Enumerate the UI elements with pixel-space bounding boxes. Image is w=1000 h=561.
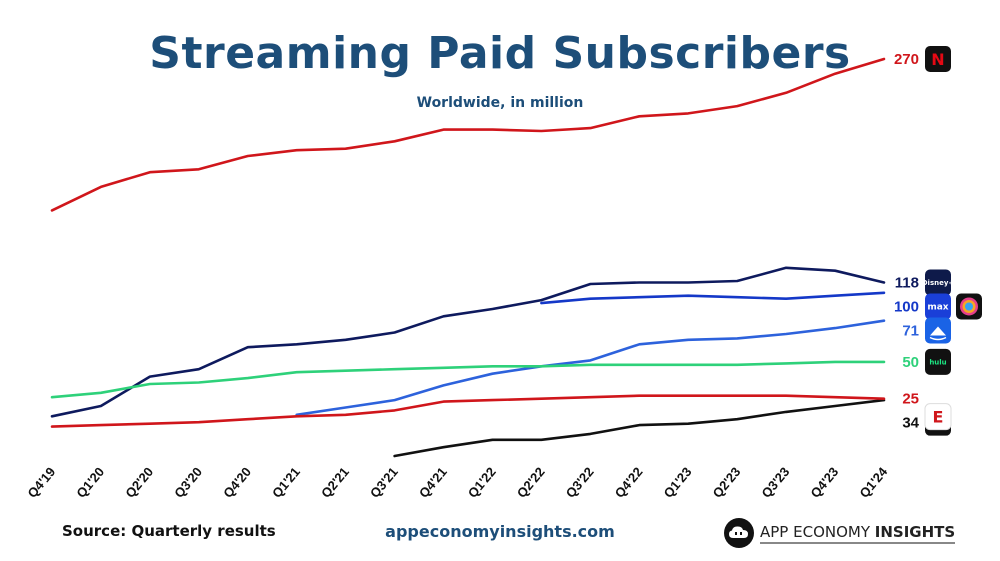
source-note: Source: Quarterly results bbox=[62, 522, 276, 540]
svg-text:hulu: hulu bbox=[929, 358, 946, 366]
max-logo-icon: max bbox=[925, 293, 951, 320]
series-line-50 bbox=[50, 360, 886, 399]
svg-text:N: N bbox=[931, 50, 944, 69]
x-tick-label: Q3'22 bbox=[563, 464, 597, 500]
brand-logo: APP ECONOMY INSIGHTS bbox=[724, 518, 956, 548]
x-tick-label: Q2'20 bbox=[122, 464, 156, 500]
series-line-71 bbox=[295, 319, 886, 417]
svg-text:E: E bbox=[933, 407, 944, 426]
chart-subtitle: Worldwide, in million bbox=[416, 95, 584, 111]
x-tick-label: Q3'21 bbox=[367, 464, 401, 500]
paramount-plus-logo-icon bbox=[925, 317, 951, 344]
end-label-118: 118 bbox=[895, 274, 919, 291]
end-label-34: 34 bbox=[902, 415, 919, 432]
netflix-logo-icon: N bbox=[925, 46, 951, 72]
series-line-270 bbox=[50, 57, 886, 212]
x-tick-label: Q4'23 bbox=[807, 464, 841, 500]
brand-name: APP ECONOMY INSIGHTS bbox=[760, 523, 956, 544]
chart-title: Streaming Paid Subscribers bbox=[149, 28, 851, 79]
x-tick-label: Q4'19 bbox=[24, 464, 58, 500]
end-label-100: 100 bbox=[894, 298, 919, 315]
svg-text:max: max bbox=[927, 303, 948, 313]
series-line-118 bbox=[50, 266, 886, 418]
hulu-logo-icon: hulu bbox=[925, 348, 951, 375]
x-axis-ticks: Q4'19 Q1'20 Q2'20 Q3'20 Q4'20 Q1'21 Q2'21 Q3'21… bbox=[24, 464, 890, 501]
end-label-50: 50 bbox=[902, 354, 919, 371]
x-tick-label: Q1'24 bbox=[856, 464, 890, 501]
series-line-34 bbox=[393, 398, 886, 458]
x-tick-label: Q4'21 bbox=[416, 464, 450, 500]
series-line-25 bbox=[50, 394, 886, 428]
x-tick-label: Q3'20 bbox=[171, 464, 205, 500]
x-tick-label: Q1'23 bbox=[661, 464, 695, 500]
peacock-logo-icon bbox=[956, 293, 982, 320]
brand-cloud-icon bbox=[724, 518, 754, 548]
espn-logo-icon: E bbox=[924, 403, 952, 431]
x-tick-label: Q1'21 bbox=[269, 464, 303, 500]
x-tick-label: Q2'23 bbox=[710, 464, 744, 500]
end-labels: 270 118 100 71 50 34 25 bbox=[894, 51, 920, 432]
website-link[interactable]: appeconomyinsights.com bbox=[385, 522, 615, 541]
x-tick-label: Q3'23 bbox=[758, 464, 792, 500]
end-label-270: 270 bbox=[894, 51, 919, 68]
x-tick-label: Q1'20 bbox=[73, 464, 107, 500]
end-label-71: 71 bbox=[902, 322, 919, 339]
series-line-100 bbox=[540, 291, 886, 305]
disney-plus-logo-icon: Disney+ bbox=[922, 269, 955, 296]
series-layer bbox=[50, 57, 886, 458]
end-label-25: 25 bbox=[902, 391, 919, 408]
x-tick-label: Q2'21 bbox=[318, 464, 352, 500]
x-tick-label: Q1'22 bbox=[465, 464, 499, 500]
x-tick-label: Q4'22 bbox=[612, 464, 646, 500]
svg-text:Disney+: Disney+ bbox=[922, 279, 955, 287]
x-tick-label: Q2'22 bbox=[514, 464, 548, 500]
x-tick-label: Q4'20 bbox=[220, 464, 254, 500]
